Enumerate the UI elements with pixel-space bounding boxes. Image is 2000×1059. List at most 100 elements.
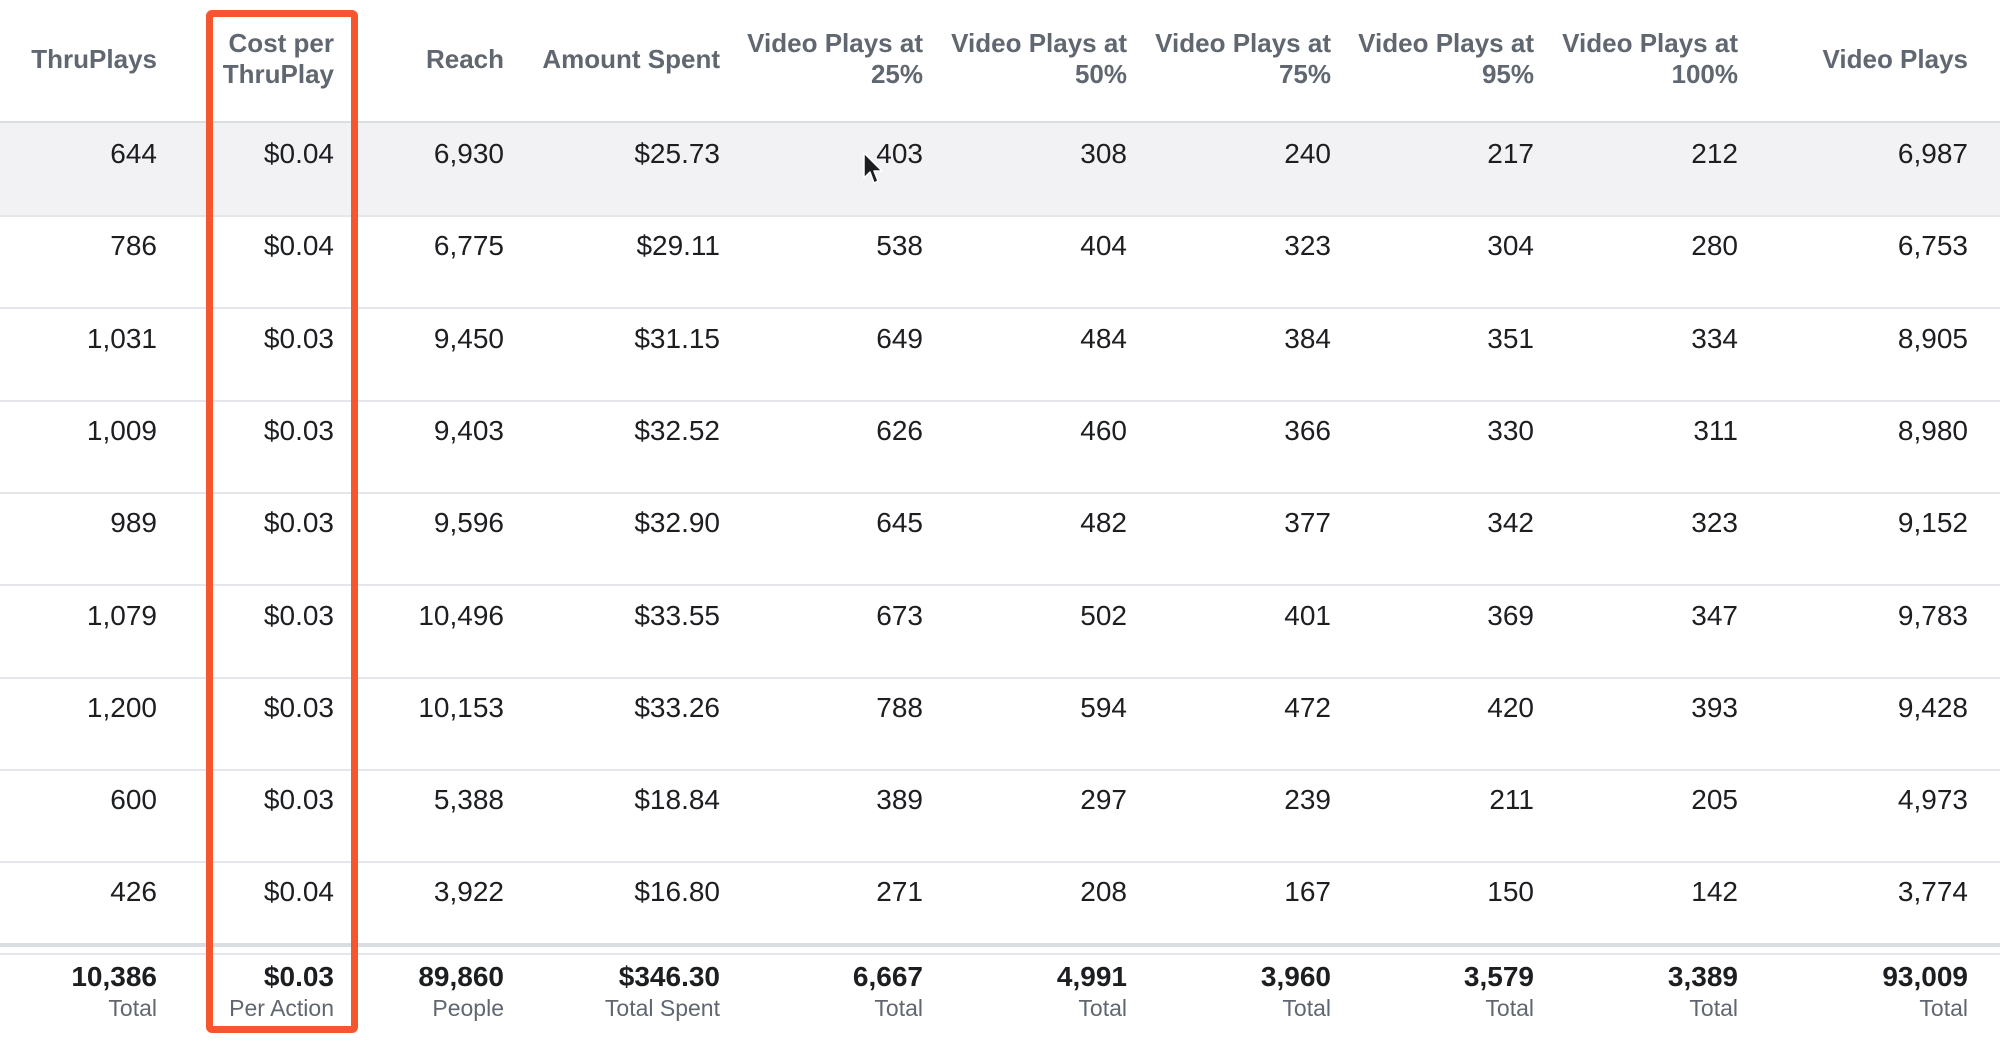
table-row[interactable]: 426 $0.04 3,922 $16.80 271 208 167 150 142 3,774 xyxy=(0,861,2000,956)
cell-reach: 5,388 xyxy=(433,784,504,816)
total-value-video-plays-at-95: 3,579 xyxy=(1463,961,1534,992)
cell-reach: 10,153 xyxy=(418,691,504,723)
cell-video-plays-at-75: 384 xyxy=(1284,322,1331,354)
total-label-video-plays-at-75: Total xyxy=(1282,995,1331,1021)
cell-reach: 9,450 xyxy=(433,322,504,354)
total-value-thruplays: 10,386 xyxy=(71,961,157,992)
column-header-video-plays-at-95[interactable]: Video Plays at 95% xyxy=(1334,28,1534,90)
cell-reach: 6,930 xyxy=(433,138,504,169)
cell-video-plays-at-50: 594 xyxy=(1080,691,1127,723)
cell-amount-spent: $31.15 xyxy=(634,322,720,354)
cell-cost-per-thruplay: $0.03 xyxy=(263,691,334,723)
cell-video-plays-at-100: 393 xyxy=(1691,691,1738,723)
cell-video-plays-at-75: 323 xyxy=(1284,230,1331,262)
cell-video-plays-at-75: 167 xyxy=(1284,876,1331,908)
column-header-line: Amount Spent xyxy=(542,44,720,74)
cell-amount-spent: $33.26 xyxy=(634,691,720,723)
cell-video-plays-at-75: 239 xyxy=(1284,784,1331,816)
cell-amount-spent: $32.90 xyxy=(634,507,720,539)
total-label-thruplays: Total xyxy=(108,995,157,1021)
column-header-line: Video Plays at xyxy=(1155,28,1331,58)
table-totals-row: 10,386 Total $0.03 Per Action 89,860 People $3… xyxy=(0,943,2000,1059)
cell-video-plays: 9,152 xyxy=(1897,507,1968,539)
column-header-amount-spent[interactable]: Amount Spent xyxy=(520,44,720,75)
table-row[interactable]: 600 $0.03 5,388 $18.84 389 297 239 211 205 4,973 xyxy=(0,769,2000,864)
total-value-video-plays: 93,009 xyxy=(1882,961,1968,992)
column-header-video-plays-at-50[interactable]: Video Plays at 50% xyxy=(927,28,1127,90)
total-value-reach: 89,860 xyxy=(418,961,504,992)
cell-video-plays-at-50: 460 xyxy=(1080,414,1127,446)
column-header-line: Reach xyxy=(425,44,504,74)
cell-cost-per-thruplay: $0.04 xyxy=(263,230,334,262)
table-row[interactable]: 989 $0.03 9,596 $32.90 645 482 377 342 323 9,152 xyxy=(0,492,2000,587)
table-row[interactable]: 1,079 $0.03 10,496 $33.55 673 502 401 369 347 9,7… xyxy=(0,585,2000,679)
cell-thruplays: 600 xyxy=(110,784,157,816)
total-value-video-plays-at-75: 3,960 xyxy=(1260,961,1331,992)
mouse-pointer-icon xyxy=(863,152,883,184)
cell-video-plays: 8,905 xyxy=(1897,322,1968,354)
cell-video-plays-at-75: 472 xyxy=(1284,691,1331,723)
cell-video-plays-at-25: 673 xyxy=(876,599,923,631)
cell-thruplays: 644 xyxy=(110,138,157,169)
table-header-row: ThruPlays Cost per ThruPlay Reach Amount Spe… xyxy=(0,0,2000,123)
column-header-thruplays[interactable]: ThruPlays xyxy=(0,44,157,75)
cell-cost-per-thruplay: $0.04 xyxy=(263,876,334,908)
cell-video-plays-at-50: 502 xyxy=(1080,599,1127,631)
table-row[interactable]: 1,200 $0.03 10,153 $33.26 788 594 472 420 393 9,4… xyxy=(0,677,2000,771)
table-row[interactable]: 1,009 $0.03 9,403 $32.52 626 460 366 330 311 8,98… xyxy=(0,400,2000,494)
column-header-line: Video Plays at xyxy=(1358,28,1534,58)
total-value-video-plays-at-50: 4,991 xyxy=(1056,961,1127,992)
cell-video-plays-at-100: 323 xyxy=(1691,507,1738,539)
cell-thruplays: 989 xyxy=(110,507,157,539)
column-header-video-plays-at-100[interactable]: Video Plays at 100% xyxy=(1538,28,1738,90)
cell-video-plays-at-100: 212 xyxy=(1691,138,1738,169)
column-header-cost-per-thruplay[interactable]: Cost per ThruPlay xyxy=(134,28,334,90)
cell-video-plays: 8,980 xyxy=(1897,414,1968,446)
column-header-reach[interactable]: Reach xyxy=(304,44,504,75)
cell-amount-spent: $33.55 xyxy=(634,599,720,631)
total-label-amount-spent: Total Spent xyxy=(604,995,720,1021)
column-header-line: Video Plays xyxy=(1822,44,1969,74)
cell-video-plays-at-25: 649 xyxy=(876,322,923,354)
cell-video-plays-at-75: 377 xyxy=(1284,507,1331,539)
table-row[interactable]: 1,031 $0.03 9,450 $31.15 649 484 384 351 334 8,90… xyxy=(0,308,2000,402)
total-label-video-plays-at-100: Total xyxy=(1689,995,1738,1021)
total-value-cost-per-thruplay: $0.03 xyxy=(263,961,334,992)
cell-video-plays-at-75: 240 xyxy=(1284,138,1331,169)
column-header-video-plays-at-75[interactable]: Video Plays at 75% xyxy=(1131,28,1331,90)
column-header-line: 50% xyxy=(1074,59,1127,89)
cell-video-plays-at-100: 347 xyxy=(1691,599,1738,631)
cell-video-plays: 6,753 xyxy=(1897,230,1968,262)
cell-video-plays: 6,987 xyxy=(1897,138,1968,169)
cell-video-plays-at-25: 389 xyxy=(876,784,923,816)
column-header-line: ThruPlays xyxy=(31,44,157,74)
column-header-video-plays-at-25[interactable]: Video Plays at 25% xyxy=(723,28,923,90)
cell-cost-per-thruplay: $0.03 xyxy=(263,784,334,816)
cell-video-plays-at-100: 334 xyxy=(1691,322,1738,354)
cell-reach: 3,922 xyxy=(433,876,504,908)
table-row[interactable]: 644 $0.04 6,930 $25.73 403 308 240 217 212 6,987 xyxy=(0,123,2000,217)
column-header-video-plays[interactable]: Video Plays xyxy=(1768,44,1969,75)
column-header-line: 100% xyxy=(1671,59,1739,89)
total-label-video-plays: Total xyxy=(1919,995,1968,1021)
cell-cost-per-thruplay: $0.04 xyxy=(263,138,334,169)
cell-cost-per-thruplay: $0.03 xyxy=(263,599,334,631)
cell-video-plays-at-50: 308 xyxy=(1080,138,1127,169)
column-header-line: ThruPlay xyxy=(222,59,334,89)
cell-video-plays-at-25: 645 xyxy=(876,507,923,539)
table-row[interactable]: 786 $0.04 6,775 $29.11 538 404 323 304 280 6,753 xyxy=(0,215,2000,310)
cell-thruplays: 1,009 xyxy=(86,414,157,446)
cell-thruplays: 1,079 xyxy=(86,599,157,631)
column-header-line: Cost per xyxy=(228,28,334,58)
cell-video-plays-at-95: 351 xyxy=(1487,322,1534,354)
cell-amount-spent: $18.84 xyxy=(634,784,720,816)
column-header-line: Video Plays at xyxy=(747,28,923,58)
cell-video-plays-at-100: 142 xyxy=(1691,876,1738,908)
cell-video-plays-at-95: 304 xyxy=(1487,230,1534,262)
cell-video-plays-at-95: 330 xyxy=(1487,414,1534,446)
cell-video-plays-at-95: 211 xyxy=(1489,784,1534,816)
cell-video-plays-at-25: 403 xyxy=(876,138,923,169)
cell-cost-per-thruplay: $0.03 xyxy=(263,322,334,354)
column-header-line: 95% xyxy=(1481,59,1534,89)
